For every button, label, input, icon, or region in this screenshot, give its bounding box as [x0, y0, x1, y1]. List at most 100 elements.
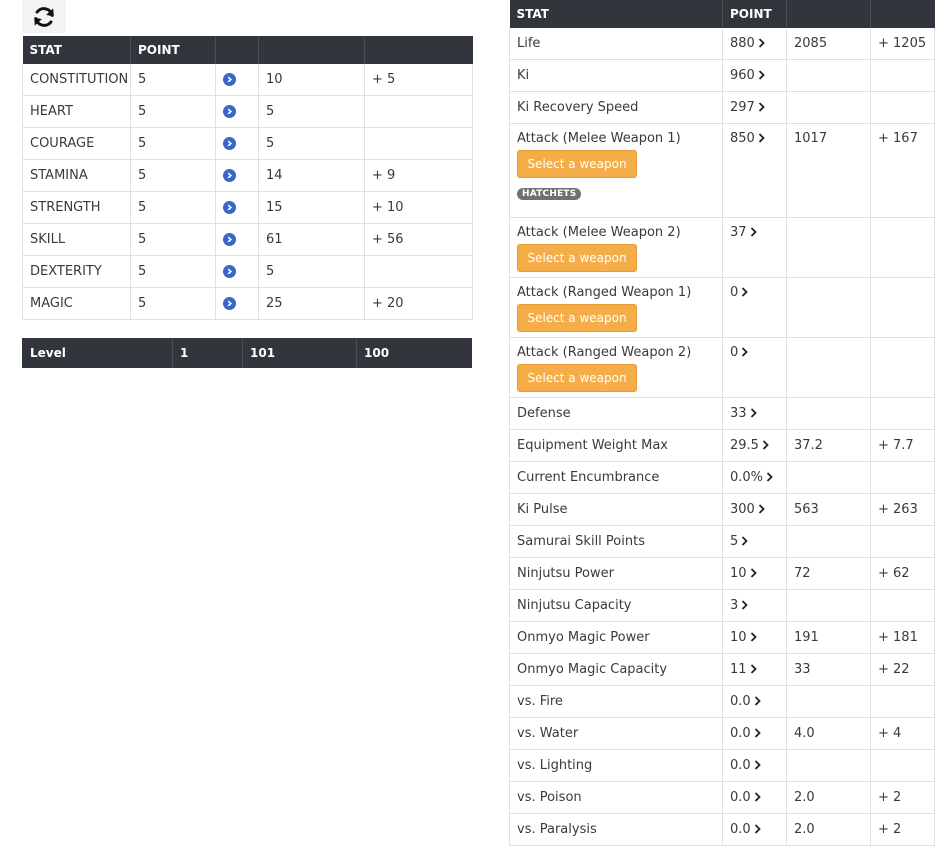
level-current: 1: [180, 346, 189, 360]
stat-gain: + 9: [364, 159, 473, 192]
attribute-chevron-button[interactable]: [741, 599, 749, 614]
stat-arrow-button[interactable]: [223, 169, 236, 182]
attribute-row: Ki Recovery Speed 297: [509, 91, 935, 124]
attribute-chevron-button[interactable]: [750, 567, 757, 582]
stat-row: CONSTITUTION 5 10 + 5: [22, 64, 473, 96]
attribute-chevron-button[interactable]: [758, 101, 765, 116]
attribute-point-cell: 37: [722, 217, 787, 278]
stat-arrow-button[interactable]: [223, 137, 236, 150]
attribute-point: 880: [730, 35, 755, 51]
attribute-chevron-button[interactable]: [758, 132, 765, 147]
stat-row: STAMINA 5 14 + 9: [22, 159, 473, 192]
attribute-value: 2.0: [786, 781, 871, 814]
attribute-chevron-button[interactable]: [750, 631, 757, 646]
stat-row: DEXTERITY 5 5: [22, 255, 473, 288]
attribute-chevron-button[interactable]: [754, 823, 761, 838]
attribute-value: [786, 685, 871, 718]
chevron-right-icon: [758, 503, 765, 514]
attribute-value: 4.0: [786, 717, 871, 750]
stat-arrow-cell: [215, 223, 259, 256]
stat-point: 5: [130, 191, 216, 224]
attribute-name: vs. Water: [517, 726, 579, 741]
weapon-type-badge: HATCHETS: [517, 188, 582, 200]
chevron-right-circle-icon: [227, 76, 233, 83]
select-weapon-button[interactable]: Select a weapon: [517, 150, 637, 178]
attribute-chevron-button[interactable]: [754, 727, 761, 742]
attribute-chevron-button[interactable]: [741, 286, 749, 301]
attribute-chevron-button[interactable]: [758, 37, 765, 52]
select-weapon-button[interactable]: Select a weapon: [517, 244, 637, 272]
attribute-chevron-button[interactable]: [758, 69, 765, 84]
level-target: 101: [250, 346, 276, 360]
attribute-chevron-button[interactable]: [741, 346, 749, 361]
attribute-name-cell: Current Encumbrance: [509, 461, 723, 494]
attribute-chevron-button[interactable]: [766, 471, 773, 486]
attribute-chevron-button[interactable]: [754, 695, 761, 710]
chevron-right-icon: [750, 631, 757, 642]
attribute-name: Ki Pulse: [517, 502, 568, 517]
attribute-chevron-button[interactable]: [754, 791, 761, 806]
attribute-gain: + 22: [870, 653, 935, 686]
stat-point: 5: [130, 159, 216, 192]
chevron-right-icon: [750, 663, 757, 674]
attribute-chevron-button[interactable]: [750, 226, 757, 241]
attribute-name: vs. Lighting: [517, 758, 593, 773]
chevron-right-icon: [742, 347, 749, 357]
attribute-point-cell: 10: [722, 621, 787, 654]
attribute-gain: + 181: [870, 621, 935, 654]
stat-arrow-button[interactable]: [223, 265, 236, 278]
attribute-name: Current Encumbrance: [517, 470, 660, 485]
attribute-chevron-button[interactable]: [750, 407, 757, 422]
refresh-button[interactable]: [22, 0, 66, 33]
attribute-point: 960: [730, 67, 755, 83]
stat-name: CONSTITUTION: [22, 64, 131, 96]
attribute-gain: + 167: [870, 123, 935, 218]
attribute-gain: + 7.7: [870, 429, 935, 462]
chevron-right-icon: [758, 69, 765, 80]
stat-arrow-button[interactable]: [223, 201, 236, 214]
refresh-icon: [34, 6, 54, 27]
attribute-gain: + 2: [870, 813, 935, 846]
stat-arrow-cell: [215, 255, 259, 288]
stats-header-stat: STAT: [22, 36, 131, 64]
stat-arrow-button[interactable]: [223, 105, 236, 118]
attribute-point-cell: 10: [722, 557, 787, 590]
select-weapon-button[interactable]: Select a weapon: [517, 304, 637, 332]
stat-arrow-cell: [215, 95, 259, 128]
stat-point: 5: [130, 223, 216, 256]
stat-point: 5: [130, 127, 216, 160]
attribute-point: 10: [730, 629, 747, 645]
attribute-chevron-button[interactable]: [758, 503, 765, 518]
attribute-name-cell: Equipment Weight Max: [509, 429, 723, 462]
attribute-name-cell: Attack (Ranged Weapon 2) Select a weapon: [509, 337, 723, 398]
attribute-chevron-button[interactable]: [754, 759, 761, 774]
attribute-gain: [870, 59, 935, 92]
attribute-chevron-button[interactable]: [750, 663, 757, 678]
attribute-point: 0: [730, 345, 739, 360]
attribute-point: 0.0: [730, 725, 751, 741]
chevron-right-icon: [754, 695, 761, 706]
attribute-chevron-button[interactable]: [762, 439, 769, 454]
attribute-name-cell: Ki Recovery Speed: [509, 91, 723, 124]
chevron-right-icon: [758, 101, 765, 112]
select-weapon-button[interactable]: Select a weapon: [517, 364, 637, 392]
attribute-point: 29.5: [730, 437, 759, 453]
attribute-name: Ki Recovery Speed: [517, 100, 639, 115]
attribute-point-cell: 0.0: [722, 749, 787, 782]
stat-arrow-button[interactable]: [223, 233, 236, 246]
stats-header-row: STAT POINT: [22, 36, 473, 64]
stat-point: 5: [130, 64, 216, 96]
chevron-right-icon: [754, 727, 761, 738]
level-bar: Level 1 101 100: [22, 338, 472, 368]
stat-name: MAGIC: [22, 287, 131, 320]
attribute-point: 0.0: [730, 789, 751, 805]
attribute-name-cell: Ninjutsu Power: [509, 557, 723, 590]
attribute-point-cell: 0: [722, 337, 787, 398]
stat-arrow-button[interactable]: [223, 297, 236, 310]
attribute-name-cell: vs. Poison: [509, 781, 723, 814]
stat-arrow-button[interactable]: [223, 73, 236, 86]
stat-gain: [364, 255, 473, 288]
attribute-gain: [870, 589, 935, 622]
attribute-chevron-button[interactable]: [741, 535, 749, 550]
attribute-row: vs. Lighting 0.0: [509, 749, 935, 782]
